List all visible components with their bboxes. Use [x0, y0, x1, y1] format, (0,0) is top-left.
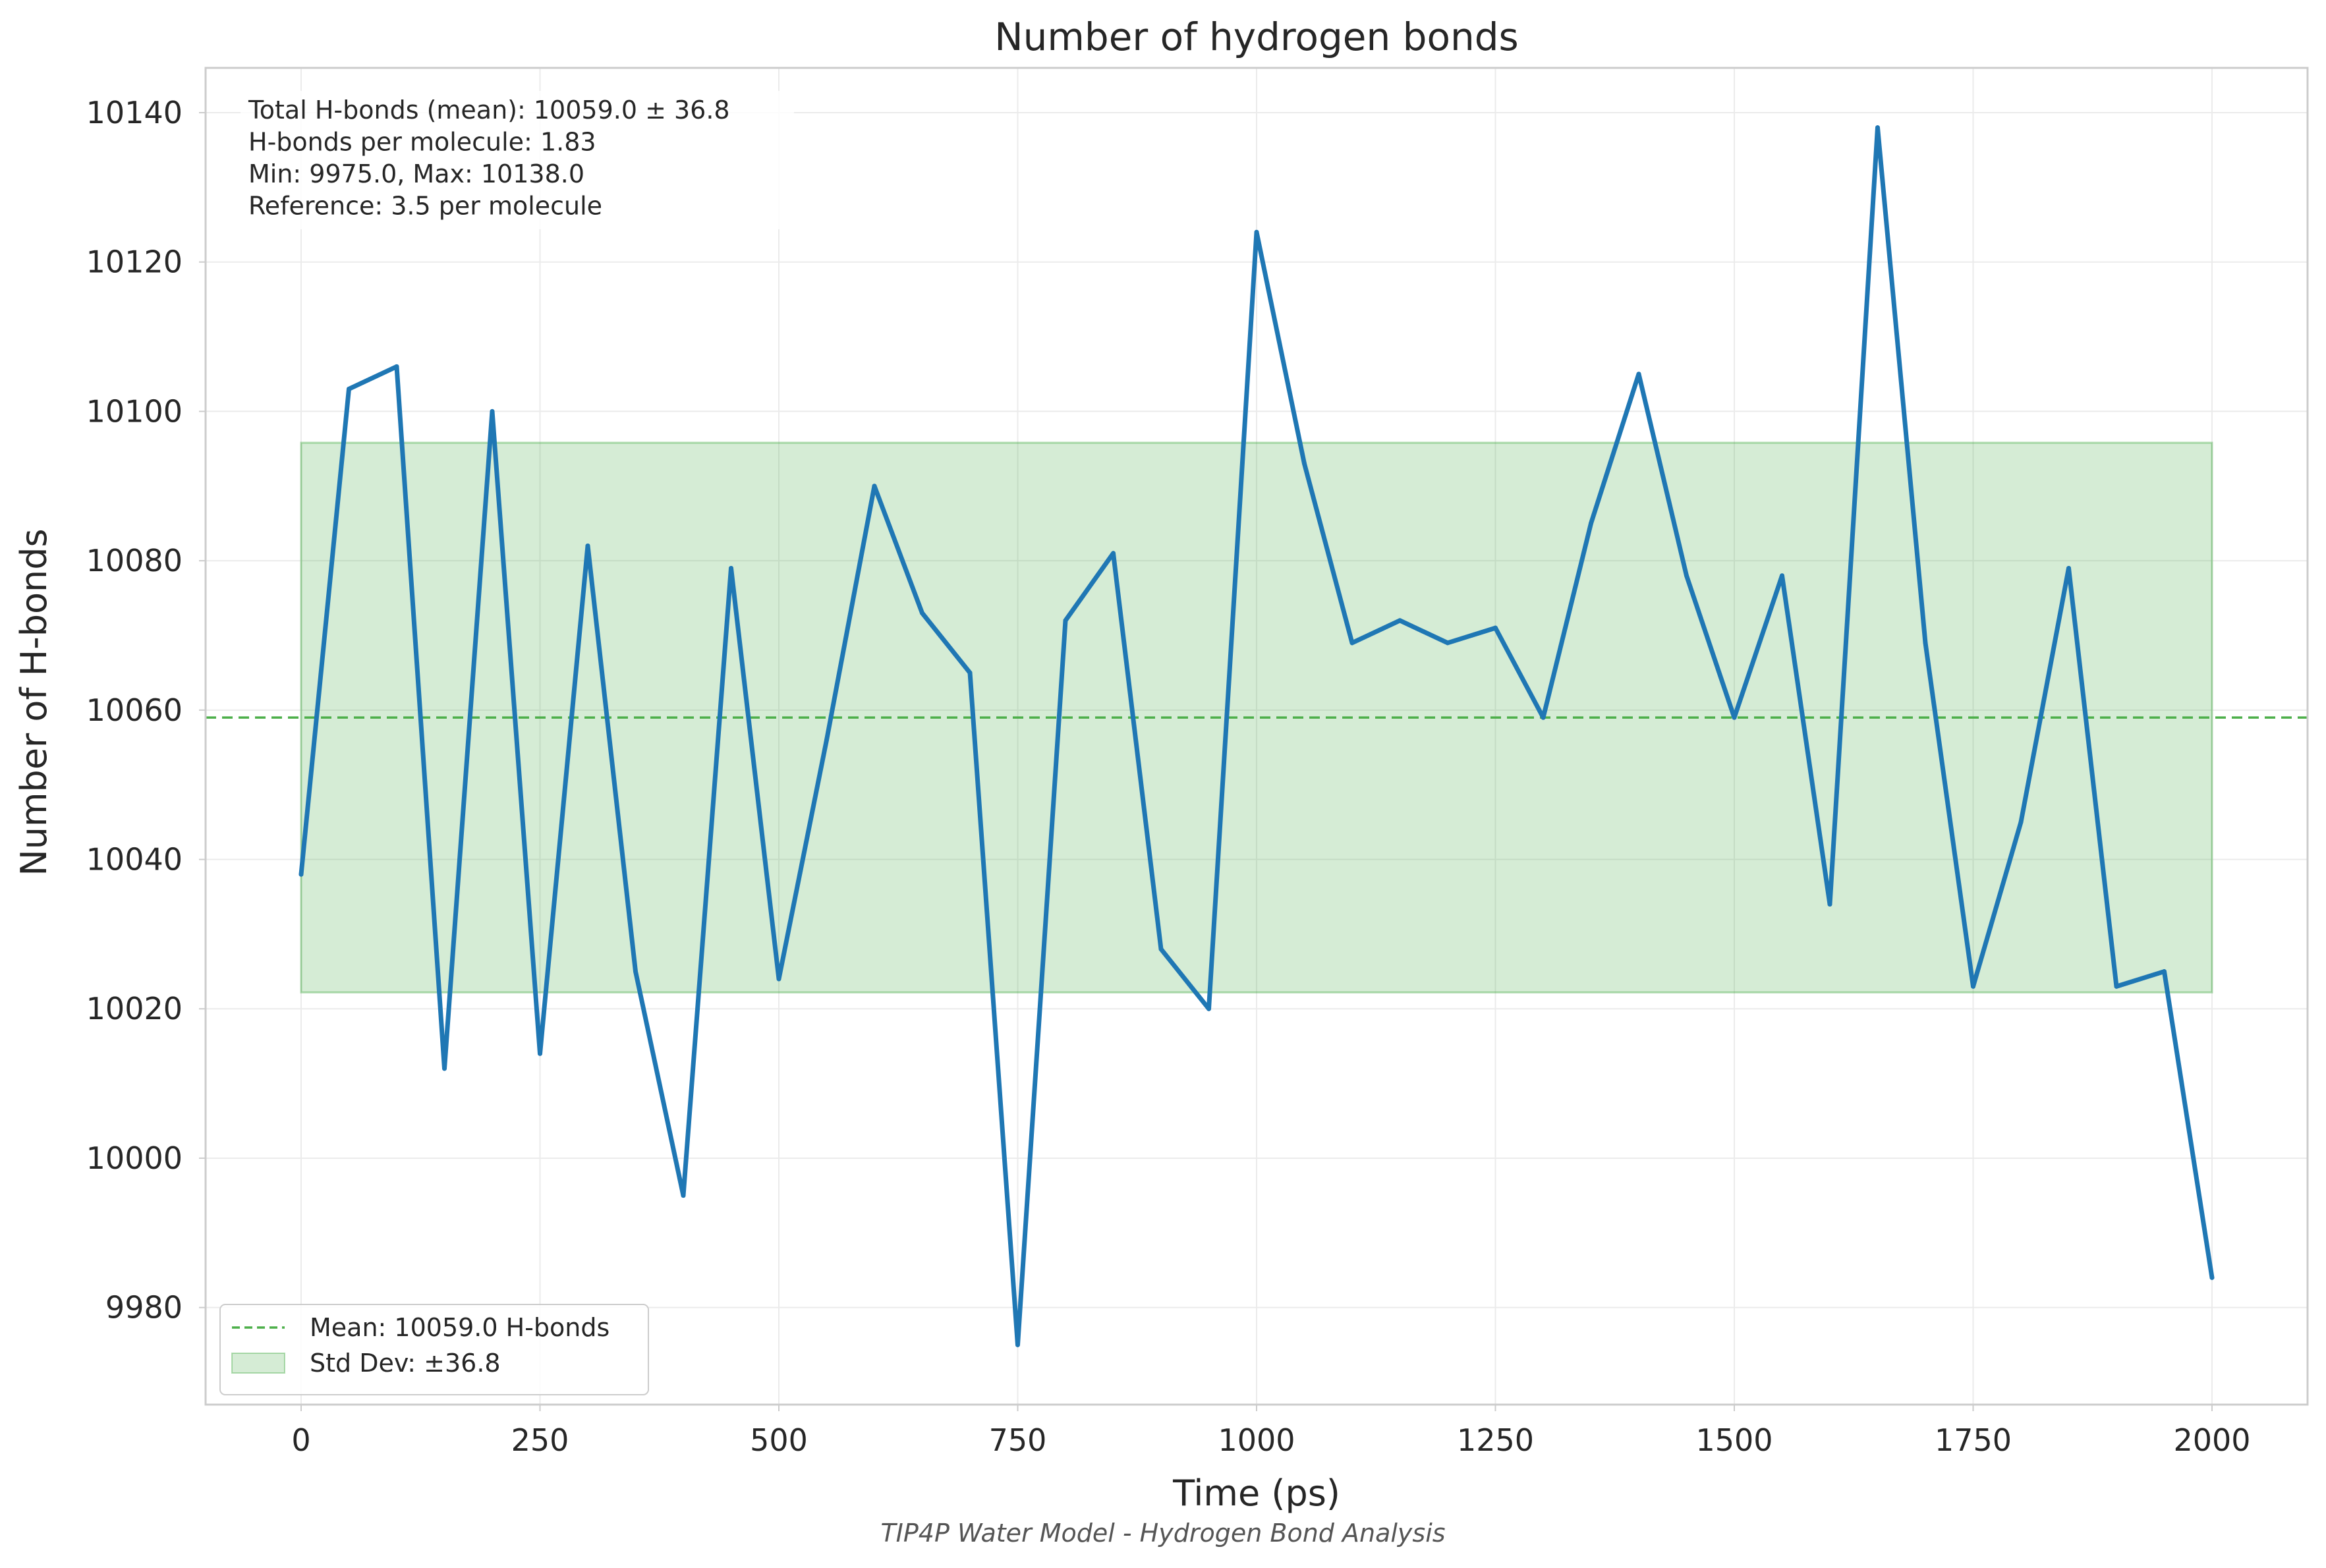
data-point — [442, 1066, 447, 1071]
data-point — [298, 872, 304, 877]
data-point — [776, 976, 781, 982]
data-point — [1206, 1006, 1211, 1011]
legend-std-label: Std Dev: ±36.8 — [310, 1349, 501, 1378]
x-axis-label: Time (ps) — [1172, 1472, 1340, 1514]
data-point — [2018, 820, 2024, 825]
data-point — [1111, 551, 1116, 556]
data-point — [1158, 947, 1164, 952]
data-point — [347, 386, 351, 391]
data-point — [1923, 640, 1928, 646]
y-tick-label: 10060 — [86, 692, 183, 728]
y-tick-label: 9980 — [105, 1290, 183, 1326]
y-tick-label: 10100 — [86, 393, 183, 429]
data-point — [2066, 565, 2071, 571]
x-tick-label: 1750 — [1935, 1422, 2012, 1458]
y-tick-label: 10080 — [86, 543, 183, 578]
data-point — [1445, 640, 1450, 646]
data-point — [1732, 715, 1737, 720]
x-tick-label: 1000 — [1218, 1422, 1295, 1458]
annotation-line: Reference: 3.5 per molecule — [248, 192, 602, 221]
data-point — [681, 1193, 686, 1198]
data-point — [1827, 902, 1832, 907]
x-tick-label: 750 — [989, 1422, 1047, 1458]
stats-annotation: Total H-bonds (mean): 10059.0 ± 36.8 H-bo… — [241, 91, 794, 229]
x-tick-label: 1250 — [1457, 1422, 1534, 1458]
y-tick-label: 10020 — [86, 991, 183, 1026]
data-point — [1493, 625, 1498, 630]
data-point — [729, 565, 733, 571]
data-point — [1541, 715, 1546, 720]
data-point — [1063, 618, 1068, 623]
data-point — [920, 610, 924, 615]
legend-std-swatch — [231, 1353, 285, 1374]
legend-mean-label: Mean: 10059.0 H-bonds — [310, 1313, 610, 1342]
data-point — [1349, 640, 1355, 646]
data-point — [1780, 573, 1784, 578]
data-point — [394, 364, 399, 369]
annotation-line: H-bonds per molecule: 1.83 — [248, 128, 596, 157]
y-axis-ticks: 9980 10000 10020 10040 10060 10080 10100 10120 1… — [86, 95, 206, 1326]
y-tick-label: 10120 — [86, 244, 183, 280]
y-tick-label: 10000 — [86, 1140, 183, 1176]
data-point — [1302, 461, 1307, 466]
data-point — [1254, 229, 1259, 235]
series-layer — [298, 125, 2215, 1347]
x-tick-label: 250 — [511, 1422, 569, 1458]
data-point — [2114, 984, 2119, 989]
data-point — [490, 408, 495, 414]
chart-title: Number of hydrogen bonds — [994, 14, 1519, 59]
annotation-line: Min: 9975.0, Max: 10138.0 — [248, 159, 584, 188]
data-point — [1398, 618, 1402, 623]
data-point — [872, 484, 877, 489]
x-axis-ticks: 0 250 500 750 1000 1250 1500 1750 2000 — [291, 1405, 2251, 1458]
legend-box — [219, 1304, 649, 1395]
y-axis-label: Number of H-bonds — [13, 528, 55, 876]
legend: Mean: 10059.0 H-bonds Std Dev: ±36.8 — [219, 1304, 649, 1395]
chart-caption: TIP4P Water Model - Hydrogen Bond Analys… — [880, 1519, 1445, 1548]
annotation-line: Total H-bonds (mean): 10059.0 ± 36.8 — [248, 96, 730, 125]
data-point — [1684, 573, 1689, 578]
data-point — [824, 737, 829, 742]
stats-box — [241, 91, 794, 229]
x-tick-label: 0 — [291, 1422, 310, 1458]
data-point — [1015, 1342, 1020, 1347]
data-point — [1875, 125, 1880, 130]
data-point — [585, 543, 590, 548]
data-point — [2162, 969, 2167, 974]
data-point — [538, 1051, 542, 1056]
data-point — [2209, 1275, 2215, 1280]
y-tick-label: 10140 — [86, 95, 183, 130]
data-point — [1589, 520, 1593, 526]
y-tick-label: 10040 — [86, 842, 183, 878]
data-point — [1636, 372, 1641, 377]
x-tick-label: 1500 — [1695, 1422, 1773, 1458]
data-point — [1971, 984, 1975, 989]
data-point — [967, 670, 973, 675]
grid — [206, 68, 2308, 1405]
x-tick-label: 2000 — [2173, 1422, 2250, 1458]
data-point — [633, 969, 638, 974]
x-tick-label: 500 — [750, 1422, 808, 1458]
